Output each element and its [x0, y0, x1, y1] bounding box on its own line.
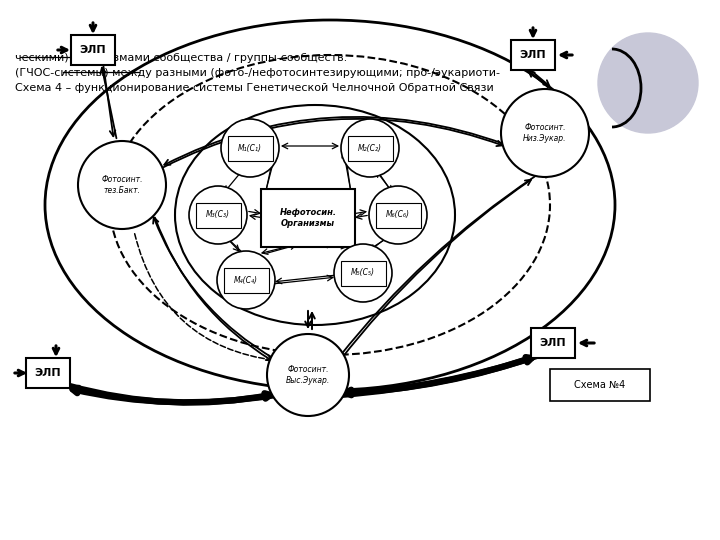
- Text: M₅(C₅): M₅(C₅): [351, 268, 375, 278]
- Circle shape: [334, 244, 392, 302]
- Circle shape: [217, 251, 275, 309]
- Circle shape: [598, 33, 698, 133]
- Text: ЭЛП: ЭЛП: [80, 45, 107, 55]
- Text: M₄(C₄): M₄(C₄): [234, 275, 258, 285]
- Text: ЭЛП: ЭЛП: [520, 50, 546, 60]
- FancyBboxPatch shape: [341, 260, 385, 286]
- FancyBboxPatch shape: [71, 35, 115, 65]
- Text: ЭЛП: ЭЛП: [35, 368, 61, 378]
- Circle shape: [78, 141, 166, 229]
- Circle shape: [221, 119, 279, 177]
- Circle shape: [501, 89, 589, 177]
- Text: M₁(C₁): M₁(C₁): [238, 144, 262, 152]
- FancyBboxPatch shape: [196, 202, 240, 227]
- FancyBboxPatch shape: [511, 40, 555, 70]
- Text: M₂(C₂): M₂(C₂): [358, 144, 382, 152]
- FancyBboxPatch shape: [531, 328, 575, 358]
- Text: (ГЧОС-системы) между разными (фото-/нефотосинтезирующими; про-/эукариоти-: (ГЧОС-системы) между разными (фото-/нефо…: [15, 68, 500, 78]
- FancyBboxPatch shape: [26, 358, 70, 388]
- Text: Схема 4 – функционирование системы Генетической Челночной Обратной Связи: Схема 4 – функционирование системы Генет…: [15, 83, 494, 93]
- FancyBboxPatch shape: [228, 136, 272, 160]
- Text: Схема №4: Схема №4: [575, 380, 626, 390]
- Circle shape: [267, 334, 349, 416]
- Text: ческими) организмами сообщества / группы-сообществ.: ческими) организмами сообщества / группы…: [15, 53, 347, 63]
- Text: M₆(C₆): M₆(C₆): [386, 211, 410, 219]
- FancyBboxPatch shape: [261, 189, 355, 247]
- Circle shape: [341, 119, 399, 177]
- FancyBboxPatch shape: [376, 202, 420, 227]
- Circle shape: [189, 186, 247, 244]
- Circle shape: [369, 186, 427, 244]
- Text: M₃(C₃): M₃(C₃): [206, 211, 230, 219]
- Text: Фотосинт.
тез.Бакт.: Фотосинт. тез.Бакт.: [102, 176, 143, 195]
- Text: Фотосинт.
Низ.Эукар.: Фотосинт. Низ.Эукар.: [523, 123, 567, 143]
- Text: Фотосинт.
Выс.Эукар.: Фотосинт. Выс.Эукар.: [286, 365, 330, 384]
- FancyBboxPatch shape: [550, 369, 650, 401]
- FancyBboxPatch shape: [348, 136, 392, 160]
- FancyBboxPatch shape: [223, 267, 269, 293]
- Text: Нефотосин.
Организмы: Нефотосин. Организмы: [279, 208, 336, 228]
- Text: ЭЛП: ЭЛП: [540, 338, 567, 348]
